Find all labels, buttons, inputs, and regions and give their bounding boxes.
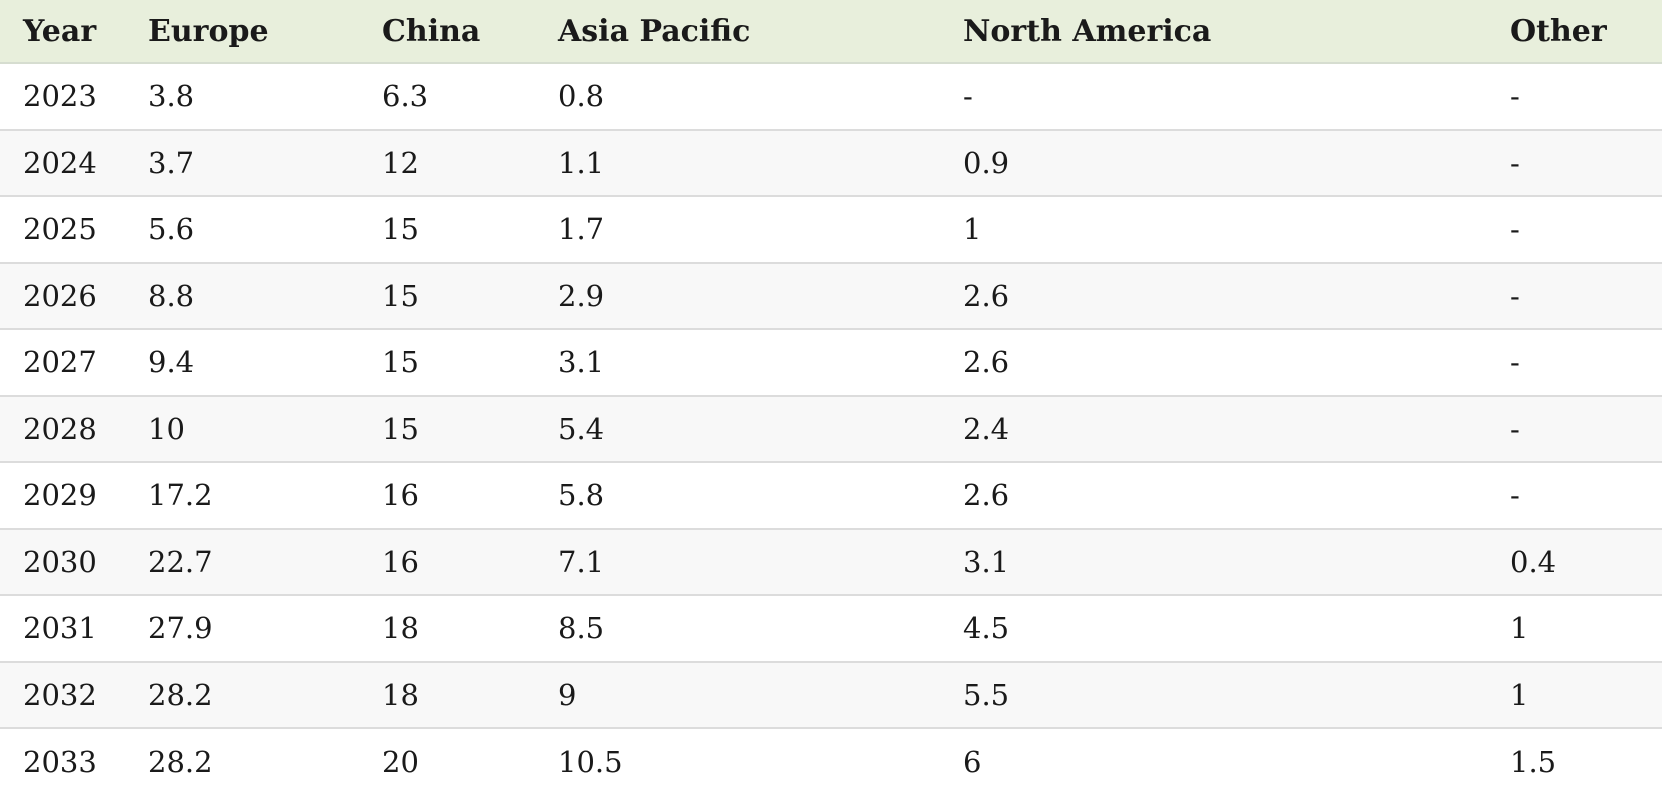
cell-china: 18 bbox=[359, 661, 535, 729]
cell-china: 18 bbox=[359, 595, 535, 663]
cell-year: 2024 bbox=[0, 129, 125, 197]
cell-europe: 28.2 bbox=[125, 661, 359, 729]
cell-other: 1 bbox=[1487, 661, 1662, 729]
table-row: 2032 28.2 18 9 5.5 1 bbox=[0, 661, 1662, 729]
cell-europe: 9.4 bbox=[125, 329, 359, 397]
cell-europe: 8.8 bbox=[125, 262, 359, 330]
cell-year: 2025 bbox=[0, 196, 125, 264]
cell-asia-pacific: 3.1 bbox=[535, 329, 940, 397]
cell-china: 15 bbox=[359, 395, 535, 463]
column-header-europe: Europe bbox=[125, 0, 359, 64]
cell-europe: 3.8 bbox=[125, 63, 359, 131]
table-row: 2025 5.6 15 1.7 1 - bbox=[0, 196, 1662, 264]
table-row: 2026 8.8 15 2.9 2.6 - bbox=[0, 262, 1662, 330]
cell-china: 16 bbox=[359, 462, 535, 530]
table-header: Year Europe China Asia Pacific North Ame… bbox=[0, 0, 1662, 64]
table-row: 2030 22.7 16 7.1 3.1 0.4 bbox=[0, 528, 1662, 596]
cell-china: 20 bbox=[382, 744, 419, 779]
table-row: 2031 27.9 18 8.5 4.5 1 bbox=[0, 595, 1662, 663]
cell-north-america: 3.1 bbox=[940, 528, 1487, 596]
cell-europe: 3.7 bbox=[125, 129, 359, 197]
cell-other: - bbox=[1487, 395, 1662, 463]
cell-north-america: 2.4 bbox=[940, 395, 1487, 463]
cell-asia-pacific: 5.4 bbox=[535, 395, 940, 463]
cell-asia-pacific: 8.5 bbox=[535, 595, 940, 663]
table-row: 2033 28.2 20 10.5 6 1.5 bbox=[0, 728, 1662, 795]
cell-year: 2029 bbox=[0, 462, 125, 530]
column-header-china: China bbox=[359, 0, 535, 64]
cell-north-america: 5.5 bbox=[940, 661, 1487, 729]
table-body: 2023 3.8 6.3 0.8 - - 2024 3.7 12 1.1 0.9… bbox=[0, 63, 1662, 795]
cell-year: 2027 bbox=[0, 329, 125, 397]
cell-other: - bbox=[1487, 329, 1662, 397]
column-header-north-america: North America bbox=[940, 0, 1487, 64]
table-row: 2024 3.7 12 1.1 0.9 - bbox=[0, 129, 1662, 197]
cell-other: - bbox=[1487, 262, 1662, 330]
cell-year: 2033 bbox=[23, 744, 97, 779]
cell-other: - bbox=[1487, 196, 1662, 264]
cell-other: 0.4 bbox=[1487, 528, 1662, 596]
cell-europe: 5.6 bbox=[125, 196, 359, 264]
cell-other: - bbox=[1487, 129, 1662, 197]
cell-asia-pacific: 0.8 bbox=[535, 63, 940, 131]
header-row: Year Europe China Asia Pacific North Ame… bbox=[0, 0, 1662, 64]
cell-china: 15 bbox=[359, 262, 535, 330]
cell-asia-pacific: 10.5 bbox=[558, 744, 623, 779]
cell-year: 2023 bbox=[0, 63, 125, 131]
cell-europe: 10 bbox=[125, 395, 359, 463]
cell-north-america: 2.6 bbox=[940, 462, 1487, 530]
cell-china: 6.3 bbox=[359, 63, 535, 131]
table-row: 2029 17.2 16 5.8 2.6 - bbox=[0, 462, 1662, 530]
column-header-other: Other bbox=[1487, 0, 1662, 64]
cell-asia-pacific: 2.9 bbox=[535, 262, 940, 330]
cell-china: 15 bbox=[359, 196, 535, 264]
cell-north-america: 0.9 bbox=[940, 129, 1487, 197]
cell-year: 2031 bbox=[0, 595, 125, 663]
cell-europe: 28.2 bbox=[148, 744, 213, 779]
cell-china: 12 bbox=[359, 129, 535, 197]
cell-north-america: 6 bbox=[963, 744, 982, 779]
cell-north-america: 1 bbox=[940, 196, 1487, 264]
table-row: 2027 9.4 15 3.1 2.6 - bbox=[0, 329, 1662, 397]
cell-north-america: 4.5 bbox=[940, 595, 1487, 663]
cell-year: 2032 bbox=[0, 661, 125, 729]
cell-other: 1 bbox=[1487, 595, 1662, 663]
cell-europe: 22.7 bbox=[125, 528, 359, 596]
cell-year: 2028 bbox=[0, 395, 125, 463]
cell-year: 2030 bbox=[0, 528, 125, 596]
cell-north-america: 2.6 bbox=[940, 329, 1487, 397]
cell-china: 15 bbox=[359, 329, 535, 397]
column-header-asia-pacific: Asia Pacific bbox=[535, 0, 940, 64]
column-header-year: Year bbox=[0, 0, 125, 64]
table-row: 2028 10 15 5.4 2.4 - bbox=[0, 395, 1662, 463]
cell-china: 16 bbox=[359, 528, 535, 596]
cell-asia-pacific: 1.7 bbox=[535, 196, 940, 264]
cell-other: - bbox=[1487, 63, 1662, 131]
cell-europe: 17.2 bbox=[125, 462, 359, 530]
cell-year: 2026 bbox=[0, 262, 125, 330]
table-row: 2023 3.8 6.3 0.8 - - bbox=[0, 63, 1662, 131]
cell-asia-pacific: 5.8 bbox=[535, 462, 940, 530]
cell-asia-pacific: 9 bbox=[535, 661, 940, 729]
cell-asia-pacific: 7.1 bbox=[535, 528, 940, 596]
cell-north-america: - bbox=[940, 63, 1487, 131]
cell-asia-pacific: 1.1 bbox=[535, 129, 940, 197]
cell-other: 1.5 bbox=[1510, 744, 1557, 779]
cell-europe: 27.9 bbox=[125, 595, 359, 663]
cell-other: - bbox=[1487, 462, 1662, 530]
cell-north-america: 2.6 bbox=[940, 262, 1487, 330]
